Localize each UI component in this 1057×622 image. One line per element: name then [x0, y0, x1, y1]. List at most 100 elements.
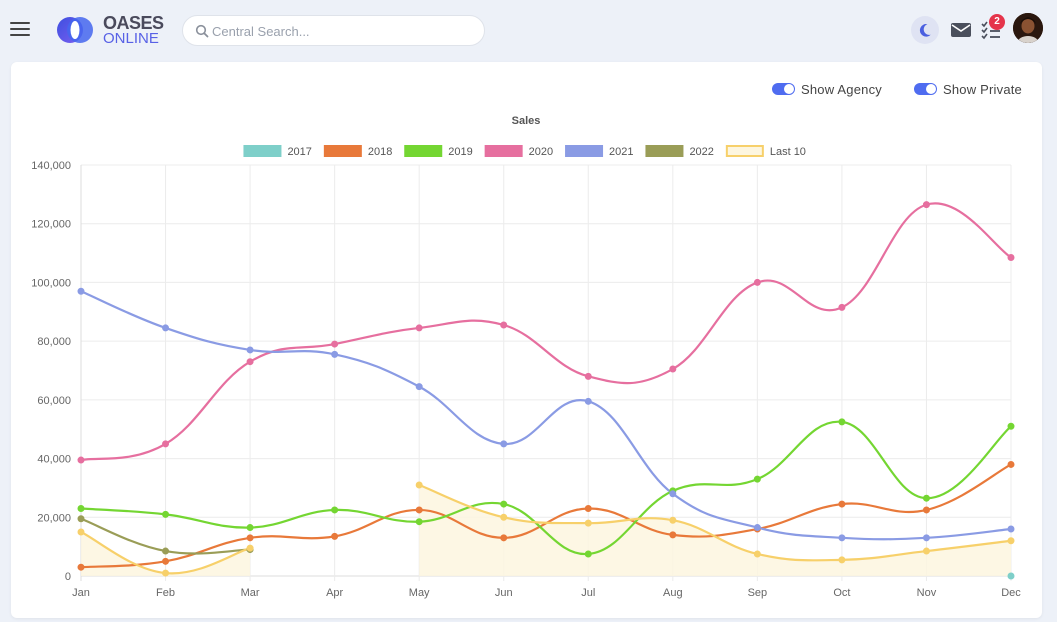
legend-2020-swatch[interactable] [484, 145, 523, 157]
series-2021-point[interactable] [1007, 525, 1015, 533]
series-2022-point[interactable] [162, 547, 170, 555]
series-2018-point[interactable] [922, 506, 930, 514]
series-2021-point[interactable] [162, 324, 170, 332]
x-tick-label: May [409, 587, 430, 599]
legend-2021-label[interactable]: 2021 [609, 146, 633, 158]
series-2019-point[interactable] [838, 418, 846, 426]
series-last-10-point[interactable] [584, 519, 592, 527]
series-last-10-point[interactable] [500, 513, 508, 521]
series-2019-point[interactable] [753, 475, 761, 483]
series-2019-point[interactable] [415, 518, 423, 526]
series-last-10-point[interactable] [1007, 537, 1015, 545]
legend-2018-label[interactable]: 2018 [368, 146, 392, 158]
user-avatar[interactable] [1013, 13, 1043, 43]
legend-last-10-swatch[interactable] [725, 145, 764, 157]
y-tick-label: 60,000 [37, 395, 71, 407]
series-2021-point[interactable] [246, 346, 254, 354]
series-last-10-point[interactable] [922, 547, 930, 555]
series-last-10-point[interactable] [77, 528, 85, 536]
x-tick-label: Oct [833, 587, 850, 599]
series-2019-point[interactable] [500, 500, 508, 508]
series-last-10-point[interactable] [838, 556, 846, 564]
series-2018-point[interactable] [331, 532, 339, 540]
series-2020-line [80, 202, 1012, 462]
series-2019-point[interactable] [584, 550, 592, 558]
series-2020-point[interactable] [584, 372, 592, 380]
series-last-10-point[interactable] [753, 550, 761, 558]
series-2020-point[interactable] [77, 456, 85, 464]
series-2017-point[interactable] [1007, 572, 1015, 580]
series-2020-point[interactable] [415, 324, 423, 332]
series-2018-point[interactable] [500, 534, 508, 542]
x-tick-label: Aug [663, 587, 683, 599]
series-last-10-point[interactable] [246, 544, 254, 552]
series-2020-point[interactable] [753, 278, 761, 286]
series-2021-point[interactable] [838, 534, 846, 542]
x-tick-label: Apr [326, 587, 343, 599]
series-2018-point[interactable] [1007, 460, 1015, 468]
logo[interactable]: OASES ONLINE [56, 13, 166, 49]
series-2019-point[interactable] [922, 494, 930, 502]
series-2018-point[interactable] [584, 504, 592, 512]
series-2021-point[interactable] [415, 383, 423, 391]
series-2020-point[interactable] [1007, 253, 1015, 261]
series-2022-point[interactable] [77, 515, 85, 523]
dark-mode-button[interactable] [911, 16, 939, 44]
chart-title: Sales [512, 115, 541, 127]
series-2020-point[interactable] [838, 303, 846, 311]
series-2021-point[interactable] [922, 534, 930, 542]
menu-icon[interactable] [10, 22, 30, 38]
legend-2018-swatch[interactable] [323, 145, 362, 157]
series-2020-point[interactable] [669, 365, 677, 373]
moon-icon [919, 24, 931, 37]
series-2020-point[interactable] [162, 440, 170, 448]
series-2020-point[interactable] [922, 201, 930, 209]
series-2021-point[interactable] [500, 440, 508, 448]
search-input[interactable] [212, 21, 472, 41]
show-agency-label: Show Agency [801, 82, 882, 97]
series-2020-point[interactable] [331, 340, 339, 348]
series-2019-point[interactable] [162, 510, 170, 518]
series-2021-point[interactable] [77, 287, 85, 295]
series-last-10-point[interactable] [415, 481, 423, 489]
tasks-button[interactable] [980, 18, 1004, 40]
series-2020-point[interactable] [246, 358, 254, 366]
x-tick-label: Mar [241, 587, 260, 599]
series-2019-point[interactable] [1007, 422, 1015, 430]
series-2018-point[interactable] [77, 563, 85, 571]
series-2018-point[interactable] [415, 506, 423, 514]
series-2019-point[interactable] [246, 524, 254, 532]
series-last-10-point[interactable] [162, 569, 170, 577]
series-2021-point[interactable] [331, 350, 339, 358]
legend-2021-swatch[interactable] [565, 145, 604, 157]
series-2021-point[interactable] [753, 524, 761, 532]
series-lines [80, 202, 1012, 575]
x-tick-label: Jul [581, 587, 595, 599]
legend-2017-label[interactable]: 2017 [287, 146, 311, 158]
legend-2020-label[interactable]: 2020 [529, 146, 553, 158]
series-2021-point[interactable] [584, 397, 592, 405]
legend-2022-label[interactable]: 2022 [689, 146, 713, 158]
series-2020-point[interactable] [500, 321, 508, 329]
legend-2019-label[interactable]: 2019 [448, 146, 472, 158]
y-tick-label: 40,000 [37, 454, 71, 466]
series-2018-point[interactable] [669, 531, 677, 539]
mail-button[interactable] [950, 21, 972, 39]
series-last-10-point[interactable] [669, 516, 677, 524]
series-2018-point[interactable] [838, 500, 846, 508]
series-last-10-line [418, 483, 1012, 562]
legend-2022-swatch[interactable] [645, 145, 684, 157]
series-2018-point[interactable] [246, 534, 254, 542]
show-agency-toggle[interactable]: Show Agency [772, 82, 890, 98]
series-2019-point[interactable] [77, 504, 85, 512]
series-2018-point[interactable] [162, 557, 170, 565]
legend-2017-swatch[interactable] [243, 145, 282, 157]
series-2021-point[interactable] [669, 490, 677, 498]
x-tick-label: Nov [917, 587, 937, 599]
legend-last-10-label[interactable]: Last 10 [770, 146, 806, 158]
legend-2019-swatch[interactable] [404, 145, 443, 157]
series-2019-point[interactable] [331, 506, 339, 514]
show-private-toggle[interactable]: Show Private [914, 82, 1032, 98]
mail-icon [951, 23, 971, 37]
